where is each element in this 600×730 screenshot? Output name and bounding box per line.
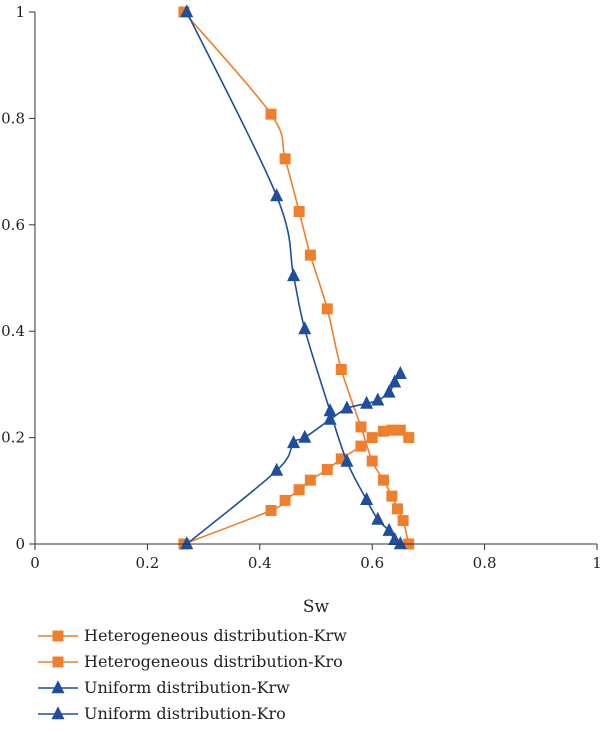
data-point (394, 424, 406, 436)
series-3 (180, 365, 407, 550)
legend-entry: Uniform distribution-Kro (38, 704, 286, 723)
data-point (304, 474, 316, 486)
data-point (393, 365, 407, 379)
data-point (386, 490, 398, 502)
legend-label: Uniform distribution-Krw (84, 678, 290, 697)
data-point (360, 395, 374, 409)
data-point (388, 374, 402, 388)
data-point (287, 268, 301, 282)
data-point (386, 424, 398, 436)
data-point (371, 392, 385, 406)
x-axis-label: Sw (303, 597, 330, 617)
data-point (360, 492, 374, 506)
legend-marker (51, 706, 65, 720)
data-point (321, 464, 333, 476)
legend-label: Heterogeneous distribution-Krw (84, 626, 347, 645)
plot-area (178, 4, 415, 550)
axes: 0 0.2 0.4 0.6 0.8 1 0 0.2 0.4 0.6 0.8 1 (1, 3, 600, 572)
y-tick-label: 0.2 (1, 429, 25, 447)
data-point (265, 108, 277, 120)
legend-label: Heterogeneous distribution-Kro (84, 652, 343, 671)
legend-label: Uniform distribution-Kro (84, 704, 286, 723)
data-point (340, 453, 354, 467)
data-point (180, 536, 194, 550)
x-tick-label: 0.2 (135, 554, 159, 572)
y-tick-label: 1 (15, 3, 25, 21)
legend-marker (52, 630, 64, 642)
data-point (298, 321, 312, 335)
data-point (403, 432, 415, 444)
data-point (321, 303, 333, 315)
data-point (393, 536, 407, 550)
data-point (340, 400, 354, 414)
x-tick-label: 0.6 (360, 554, 384, 572)
data-point (287, 435, 301, 449)
legend-marker (52, 656, 64, 668)
y-tick-label: 0.6 (1, 216, 25, 234)
legend-entry: Heterogeneous distribution-Krw (38, 626, 347, 645)
data-point (265, 504, 277, 516)
legend-entry: Heterogeneous distribution-Kro (38, 652, 343, 671)
x-tick-label: 1 (592, 554, 600, 572)
data-point (279, 153, 291, 165)
data-point (377, 474, 389, 486)
y-tick-label: 0.4 (1, 322, 25, 340)
data-point (382, 384, 396, 398)
data-point (293, 484, 305, 496)
data-point (366, 455, 378, 467)
x-tick-label: 0.8 (473, 554, 497, 572)
data-point (335, 364, 347, 376)
x-tick-label: 0 (30, 554, 40, 572)
legend: Heterogeneous distribution-Krw Heterogene… (38, 626, 347, 723)
data-point (279, 494, 291, 506)
data-point (270, 462, 284, 476)
data-point (371, 511, 385, 525)
data-point (391, 503, 403, 515)
y-tick-label: 0 (15, 535, 25, 553)
data-point (323, 403, 337, 417)
legend-entry: Uniform distribution-Krw (38, 678, 290, 697)
legend-marker (51, 680, 65, 694)
data-point (382, 522, 396, 536)
data-point (397, 515, 409, 527)
data-point (304, 249, 316, 261)
data-point (355, 440, 367, 452)
x-tick-label: 0.4 (248, 554, 272, 572)
data-point (366, 432, 378, 444)
data-point (293, 206, 305, 217)
data-point (377, 425, 389, 437)
data-point (270, 188, 284, 202)
data-point (355, 421, 367, 433)
data-point (180, 4, 194, 18)
data-point (335, 453, 347, 465)
series-4 (180, 4, 407, 550)
data-point (298, 429, 312, 443)
y-tick-label: 0.8 (1, 109, 25, 127)
